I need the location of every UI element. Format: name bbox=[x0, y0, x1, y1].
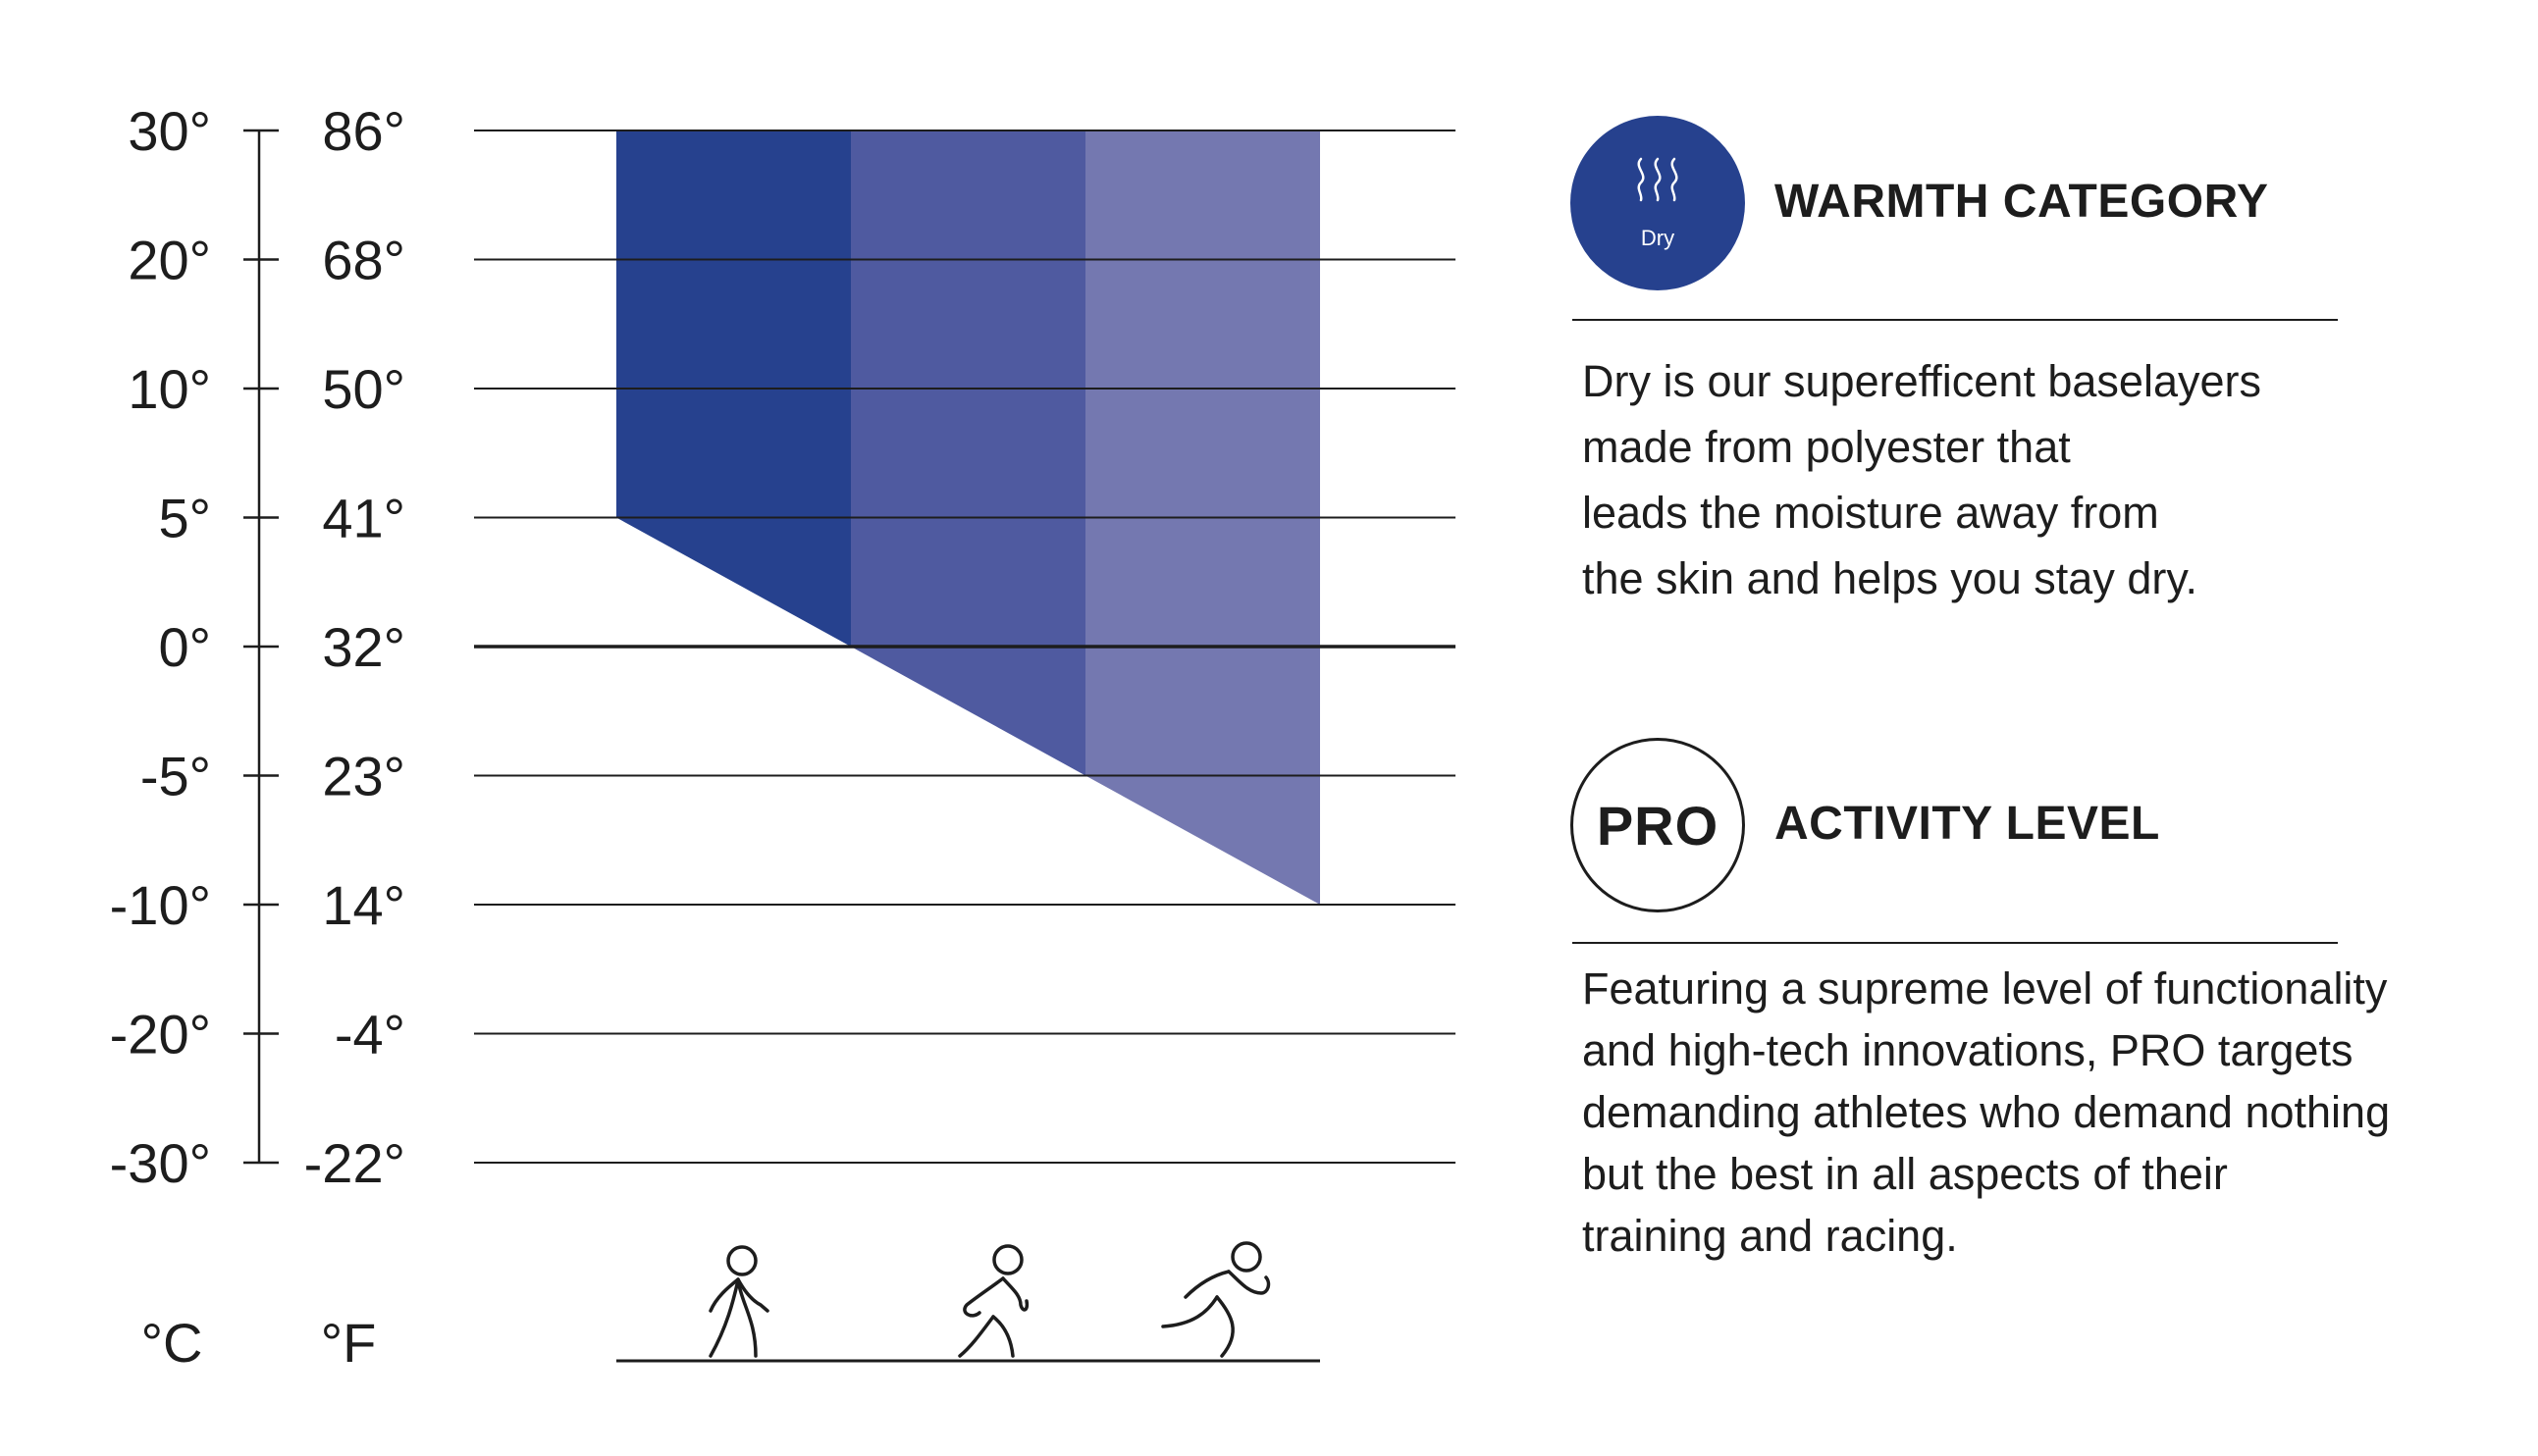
fahrenheit-tick-label: 50° bbox=[322, 358, 405, 420]
warmth-category-heading: WARMTH CATEGORY bbox=[1774, 176, 2269, 228]
band-jogging bbox=[851, 130, 1085, 776]
fahrenheit-tick-label: 32° bbox=[322, 616, 405, 678]
fahrenheit-tick-label: 23° bbox=[322, 746, 405, 807]
dry-badge-label: Dry bbox=[1640, 226, 1675, 250]
celsius-unit-label: °C bbox=[141, 1312, 203, 1374]
fahrenheit-tick-label: 14° bbox=[322, 874, 405, 936]
celsius-tick-label: -30° bbox=[110, 1132, 211, 1194]
fahrenheit-tick-label: 68° bbox=[322, 230, 405, 291]
gridlines bbox=[474, 130, 1455, 1164]
fahrenheit-unit-label: °F bbox=[321, 1312, 377, 1374]
fahrenheit-tick-label: 41° bbox=[322, 488, 405, 549]
fahrenheit-tick-label: 86° bbox=[322, 100, 405, 162]
pro-badge-label: PRO bbox=[1596, 794, 1719, 857]
temperature-range-chart: 30° 20° 10° 5° 0° -5° -10° -20° -30° 86° 68° 50° 41°… bbox=[110, 100, 1455, 1374]
celsius-tick-label: -10° bbox=[110, 874, 211, 936]
pro-badge: PRO bbox=[1570, 738, 1745, 912]
celsius-tick-label: -20° bbox=[110, 1004, 211, 1066]
activity-description: Featuring a supreme level of functionali… bbox=[1582, 963, 2391, 1261]
steam-icon bbox=[1637, 157, 1678, 202]
fahrenheit-tick-label: -4° bbox=[335, 1004, 405, 1066]
celsius-tick-label: 10° bbox=[128, 358, 211, 420]
celsius-tick-label: 5° bbox=[158, 488, 211, 549]
divider bbox=[1572, 942, 2338, 944]
celsius-tick-label: 30° bbox=[128, 100, 211, 162]
walking-person-icon bbox=[709, 1245, 769, 1358]
celsius-tick-label: -5° bbox=[140, 746, 211, 807]
running-person-icon bbox=[1161, 1241, 1271, 1358]
fahrenheit-tick-label: -22° bbox=[304, 1132, 405, 1194]
celsius-tick-label: 0° bbox=[158, 616, 211, 678]
activity-level-heading: ACTIVITY LEVEL bbox=[1774, 798, 2160, 850]
celsius-tick-label: 20° bbox=[128, 230, 211, 291]
warmth-description: Dry is our superefficent baselayers made… bbox=[1582, 356, 2261, 603]
tick-labels: 30° 20° 10° 5° 0° -5° -10° -20° -30° 86° 68° 50° 41°… bbox=[110, 100, 405, 1194]
divider bbox=[1572, 319, 2338, 321]
jogging-person-icon bbox=[958, 1244, 1030, 1358]
dry-badge: Dry bbox=[1570, 116, 1745, 290]
temperature-axis bbox=[243, 129, 279, 1165]
